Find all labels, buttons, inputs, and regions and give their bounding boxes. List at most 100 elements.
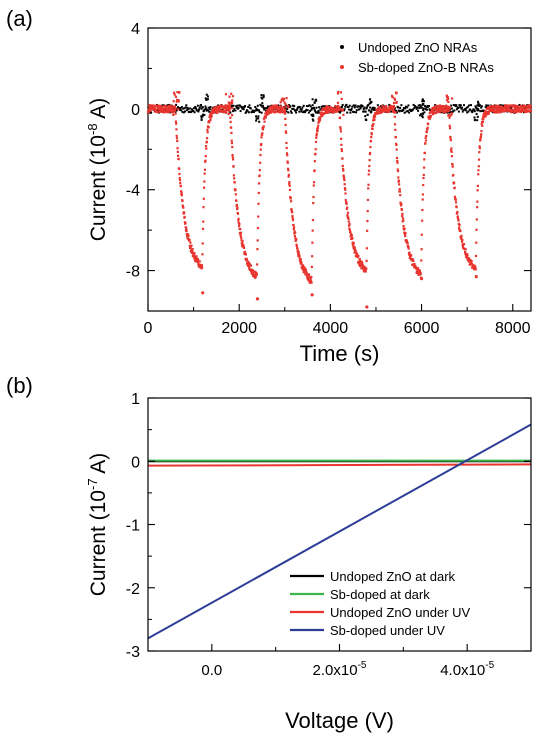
- data-point-sb-doped: [392, 101, 396, 105]
- data-point-undoped: [400, 104, 403, 107]
- data-point-sb-doped: [506, 104, 509, 107]
- data-point-sb-doped: [251, 269, 254, 272]
- data-point-undoped: [192, 107, 195, 110]
- data-point-sb-doped: [426, 126, 429, 129]
- data-point-sb-doped: [367, 187, 370, 190]
- data-point-sb-doped: [423, 158, 426, 161]
- data-point-sb-doped: [237, 217, 240, 220]
- data-point-sb-doped: [434, 111, 437, 115]
- data-point-undoped: [369, 102, 372, 105]
- data-point-sb-doped: [422, 166, 426, 169]
- data-point-sb-doped: [178, 178, 182, 182]
- data-point-sb-doped: [440, 110, 443, 113]
- y-axis-title-a-exp: -8: [85, 123, 100, 135]
- data-point-sb-doped: [286, 160, 289, 163]
- data-point-sb-doped: [174, 107, 177, 111]
- data-point-sb-doped: [195, 255, 198, 258]
- data-point-undoped: [350, 107, 353, 110]
- data-point-sb-doped: [478, 145, 481, 148]
- data-point-undoped: [262, 95, 265, 98]
- data-point-undoped: [313, 108, 316, 111]
- data-point-sb-doped: [282, 110, 285, 113]
- data-point-sb-doped: [424, 142, 427, 145]
- data-point-undoped: [362, 110, 365, 113]
- x-tick-label-b-mantissa: 0.0: [201, 662, 222, 679]
- data-point-sb-doped: [314, 140, 318, 144]
- data-point-sb-doped: [353, 251, 356, 254]
- data-point-undoped: [449, 111, 452, 114]
- data-point-sb-doped: [264, 115, 268, 118]
- data-point-sb-doped: [418, 270, 422, 273]
- data-point-undoped: [208, 110, 211, 113]
- y-axis-title-b-exp: -7: [85, 478, 100, 490]
- data-point-sb-doped: [424, 139, 428, 142]
- data-point-sb-doped: [490, 109, 493, 112]
- data-point-undoped: [246, 109, 249, 112]
- data-point-undoped: [471, 109, 474, 112]
- data-point-undoped: [257, 115, 260, 118]
- data-point-sb-doped: [288, 182, 291, 185]
- data-point-sb-doped: [449, 139, 452, 142]
- data-point-undoped: [459, 104, 462, 107]
- data-point-sb-doped: [350, 234, 353, 237]
- data-point-undoped: [417, 104, 420, 107]
- data-point-undoped: [201, 113, 204, 116]
- y-tick-label-a: 0: [131, 102, 140, 119]
- data-point-undoped: [419, 105, 422, 108]
- data-point-sb-doped: [173, 109, 176, 112]
- data-point-sb-doped: [231, 107, 234, 110]
- data-point-sb-doped: [231, 153, 234, 157]
- data-point-sb-doped: [483, 113, 486, 116]
- data-point-undoped: [302, 111, 305, 114]
- data-point-sb-doped: [401, 214, 404, 218]
- data-point-undoped: [365, 118, 368, 121]
- data-point-sb-doped: [205, 147, 208, 150]
- data-point-sb-doped: [387, 110, 390, 114]
- data-point-undoped: [290, 111, 293, 114]
- data-point-sb-doped: [417, 270, 420, 273]
- data-point-sb-doped: [169, 108, 172, 112]
- data-point-sb-doped: [270, 111, 273, 114]
- data-point-sb-doped: [311, 241, 314, 244]
- data-point-sb-doped: [508, 109, 511, 113]
- data-point-undoped: [345, 103, 348, 106]
- data-point-sb-doped: [284, 130, 287, 133]
- data-point-undoped: [166, 104, 169, 107]
- data-point-sb-doped: [196, 258, 200, 261]
- data-point-undoped: [297, 105, 300, 108]
- data-point-sb-doped: [356, 256, 359, 259]
- x-axis-title-a: Time (s): [300, 341, 380, 366]
- data-point-sb-doped: [225, 111, 228, 114]
- legend-label: Sb-doped at dark: [330, 587, 430, 602]
- data-point-sb-doped: [370, 133, 373, 136]
- data-point-undoped: [231, 104, 234, 107]
- data-point-sb-doped: [450, 155, 454, 158]
- data-point-undoped: [388, 103, 391, 106]
- data-point-sb-doped: [373, 115, 377, 118]
- data-point-undoped: [424, 108, 427, 111]
- data-point-sb-doped: [225, 104, 228, 107]
- data-point-undoped: [169, 111, 172, 114]
- data-point-sb-doped: [281, 97, 284, 100]
- data-point-sb-doped: [180, 191, 183, 194]
- data-point-sb-doped: [295, 243, 298, 246]
- data-point-undoped: [368, 109, 371, 112]
- data-point-sb-doped: [275, 104, 278, 107]
- data-point-sb-doped: [399, 194, 402, 197]
- data-point-undoped: [346, 111, 349, 114]
- y-tick-label-b: -1: [126, 518, 140, 535]
- data-point-undoped: [317, 109, 320, 112]
- data-point-undoped: [312, 115, 315, 118]
- data-point-sb-doped: [338, 108, 341, 111]
- data-point-sb-doped: [203, 172, 206, 175]
- data-point-sb-doped: [164, 105, 168, 108]
- data-point-undoped: [457, 106, 460, 109]
- data-point-sb-doped: [501, 110, 504, 113]
- data-point-undoped: [421, 102, 424, 105]
- legend-label: Undoped ZnO under UV: [330, 605, 471, 620]
- data-point-undoped: [477, 100, 480, 103]
- data-point-sb-doped: [438, 111, 441, 114]
- data-point-sb-doped: [351, 236, 354, 239]
- data-point-sb-doped: [231, 158, 235, 161]
- data-point-sb-doped: [340, 149, 344, 153]
